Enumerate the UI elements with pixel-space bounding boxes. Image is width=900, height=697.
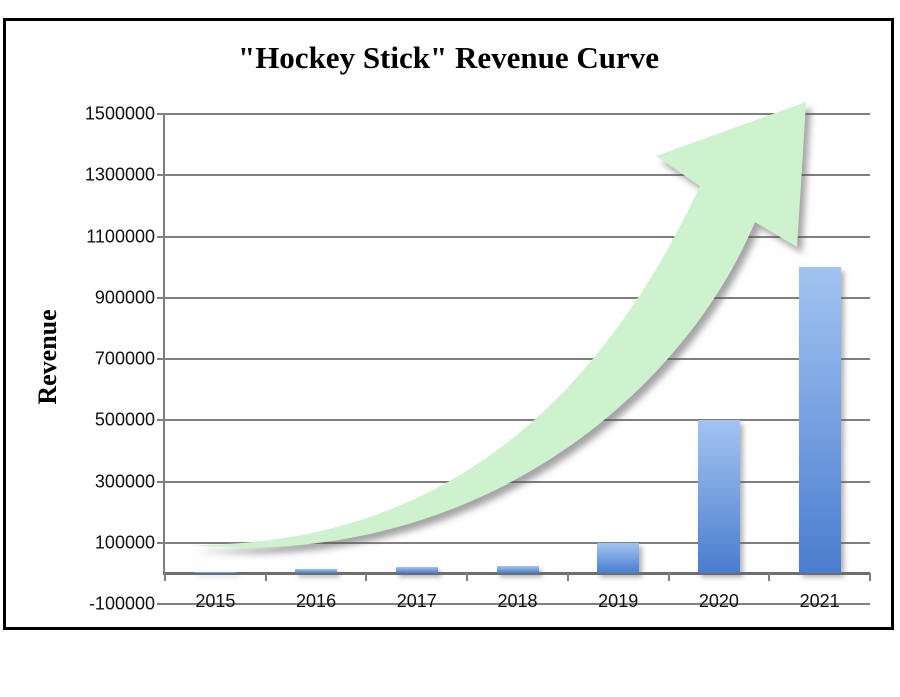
y-tick-label: 100000	[94, 532, 155, 553]
x-axis-tick	[466, 573, 469, 582]
y-tick-label: 1500000	[84, 103, 155, 124]
y-tick-label: 900000	[94, 287, 155, 308]
gridline	[157, 235, 870, 238]
y-axis-title: Revenue	[33, 309, 62, 405]
gridline	[157, 480, 870, 483]
gridline	[157, 296, 870, 299]
gridline	[157, 603, 870, 605]
x-axis-line	[163, 571, 870, 575]
x-tick-label-2015: 2015	[195, 591, 236, 611]
gridline	[157, 174, 870, 177]
bar-2016	[295, 568, 338, 574]
x-tick-label-2021: 2021	[799, 591, 840, 611]
x-axis-tick	[264, 573, 267, 582]
gridline	[157, 113, 870, 115]
y-tick-label: -100000	[88, 593, 155, 614]
y-tick-label: 1300000	[84, 164, 155, 185]
y-axis-line	[163, 114, 165, 576]
y-tick-label: 500000	[94, 409, 155, 430]
x-tick-label-2017: 2017	[396, 591, 437, 611]
bar-2021	[798, 267, 841, 574]
x-axis-tick	[869, 573, 871, 582]
x-axis-tick	[667, 573, 670, 582]
x-tick-label-2019: 2019	[598, 591, 639, 611]
x-tick-label-2016: 2016	[296, 591, 337, 611]
x-axis-tick	[164, 573, 166, 582]
x-axis-tick	[566, 573, 569, 582]
bar-2015	[194, 572, 237, 574]
chart-title: "Hockey Stick" Revenue Curve	[237, 40, 659, 75]
y-tick-label: 300000	[94, 471, 155, 491]
bar-2017	[395, 567, 438, 574]
bar-2019	[597, 542, 640, 574]
bar-2018	[496, 565, 539, 574]
y-tick-label: 700000	[94, 348, 155, 369]
gridline	[157, 358, 870, 360]
gridline	[157, 419, 870, 422]
x-tick-label-2020: 2020	[698, 591, 739, 611]
y-tick-label: 1100000	[86, 226, 155, 246]
x-axis-tick	[365, 573, 368, 582]
gridline	[157, 541, 870, 544]
bar-2020	[697, 420, 740, 574]
x-tick-label-2018: 2018	[497, 591, 538, 611]
x-axis-tick	[768, 573, 771, 582]
